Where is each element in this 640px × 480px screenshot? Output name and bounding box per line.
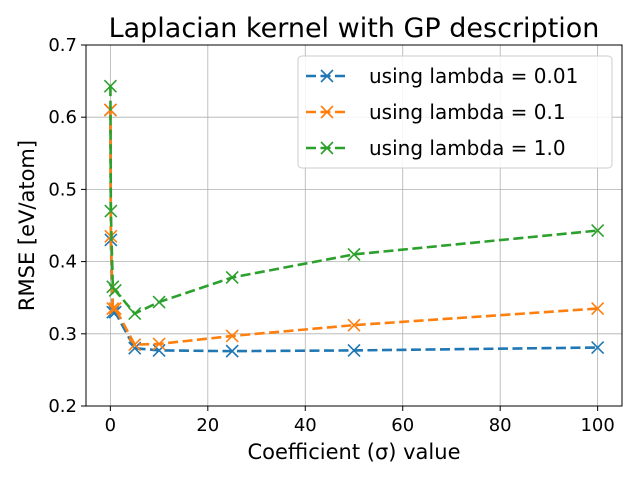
legend-label: using lambda = 0.01 bbox=[369, 64, 578, 88]
x-tick-label: 60 bbox=[391, 415, 414, 436]
x-tick-label: 20 bbox=[196, 415, 219, 436]
y-tick-label: 0.6 bbox=[48, 107, 77, 128]
data-point bbox=[128, 338, 142, 352]
y-tick-label: 0.7 bbox=[48, 35, 77, 56]
legend-marker bbox=[320, 105, 334, 119]
legend-entry: using lambda = 0.01 bbox=[306, 64, 578, 88]
legend: using lambda = 0.01 using lambda = 0.1 usi… bbox=[297, 55, 613, 169]
data-point bbox=[591, 223, 605, 238]
y-tick-label: 0.4 bbox=[48, 252, 77, 273]
y-tick-label: 0.5 bbox=[48, 179, 77, 200]
data-point bbox=[225, 329, 239, 343]
x-tick-label: 80 bbox=[489, 415, 512, 436]
data-point bbox=[152, 295, 166, 309]
y-axis-label: RMSE [eV/atom] bbox=[15, 140, 39, 311]
x-tick-label: 100 bbox=[580, 415, 614, 436]
data-point bbox=[106, 305, 120, 319]
legend-marker bbox=[320, 141, 334, 155]
data-point bbox=[104, 204, 118, 218]
data-point bbox=[225, 270, 239, 285]
data-point bbox=[103, 79, 117, 93]
x-tick-label: 40 bbox=[294, 415, 317, 436]
data-point bbox=[347, 247, 361, 261]
data-point bbox=[106, 280, 120, 294]
data-point bbox=[128, 341, 142, 355]
y-tick-label: 0.2 bbox=[48, 396, 77, 417]
y-tick-label: 0.3 bbox=[48, 324, 77, 345]
legend-entry: using lambda = 0.1 bbox=[306, 100, 566, 124]
legend-label: using lambda = 1.0 bbox=[369, 136, 566, 160]
data-point bbox=[347, 318, 361, 332]
data-point bbox=[128, 307, 142, 321]
legend-marker bbox=[320, 69, 334, 83]
ticks: 0 20 40 60 80 100 0.2 0.3 0.4 0.5 0.6 0.7 bbox=[48, 35, 614, 436]
data-point bbox=[106, 301, 120, 316]
plot-frame bbox=[85, 44, 623, 407]
legend-box bbox=[297, 55, 613, 169]
data-point bbox=[591, 301, 605, 316]
data-point bbox=[108, 301, 122, 316]
legend-label: using lambda = 0.1 bbox=[369, 100, 566, 124]
data-point bbox=[591, 340, 605, 355]
data-point bbox=[347, 343, 361, 357]
x-tick-label: 0 bbox=[105, 415, 116, 436]
series-layer bbox=[103, 79, 605, 358]
data-point bbox=[152, 337, 166, 351]
data-point bbox=[225, 344, 239, 358]
chart-title: Laplacian kernel with GP description bbox=[109, 13, 600, 44]
data-point bbox=[108, 283, 122, 298]
data-point bbox=[152, 343, 166, 357]
series-3 bbox=[103, 79, 605, 321]
legend-entry: using lambda = 1.0 bbox=[306, 136, 566, 160]
x-axis-label: Coefficient (σ) value bbox=[248, 440, 461, 464]
